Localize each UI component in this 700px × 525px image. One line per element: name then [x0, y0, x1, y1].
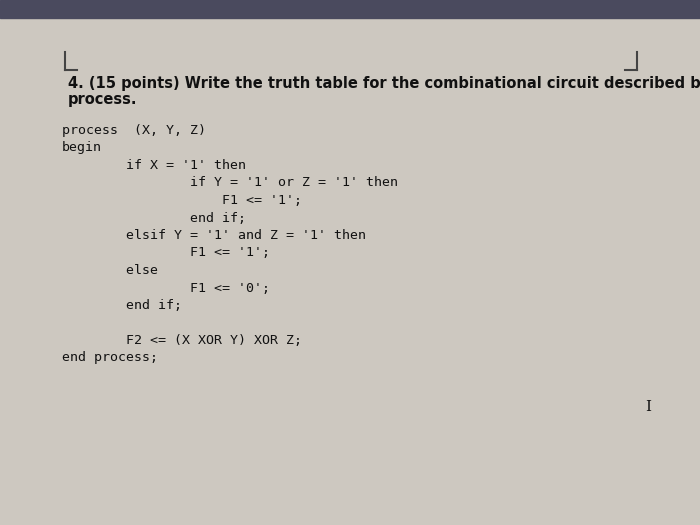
Text: 4. (15 points) Write the truth table for the combinational circuit described by : 4. (15 points) Write the truth table for…	[68, 76, 700, 91]
Text: end if;: end if;	[62, 299, 182, 312]
Bar	[0, 0, 700, 18]
Text: elsif Y = '1' and Z = '1' then: elsif Y = '1' and Z = '1' then	[62, 229, 366, 242]
Text: else: else	[62, 264, 158, 277]
Text: F1 <= '1';: F1 <= '1';	[62, 194, 302, 207]
Text: F1 <= '1';: F1 <= '1';	[62, 247, 270, 259]
Text: end process;: end process;	[62, 352, 158, 364]
Text: end if;: end if;	[62, 212, 246, 225]
Text: F2 <= (X XOR Y) XOR Z;: F2 <= (X XOR Y) XOR Z;	[62, 334, 302, 347]
Text: I: I	[645, 400, 651, 414]
Text: if Y = '1' or Z = '1' then: if Y = '1' or Z = '1' then	[62, 176, 398, 190]
Text: F1 <= '0';: F1 <= '0';	[62, 281, 270, 295]
Text: process.: process.	[68, 92, 137, 107]
Text: if X = '1' then: if X = '1' then	[62, 159, 246, 172]
Text: process  (X, Y, Z): process (X, Y, Z)	[62, 124, 206, 137]
Text: begin: begin	[62, 142, 102, 154]
